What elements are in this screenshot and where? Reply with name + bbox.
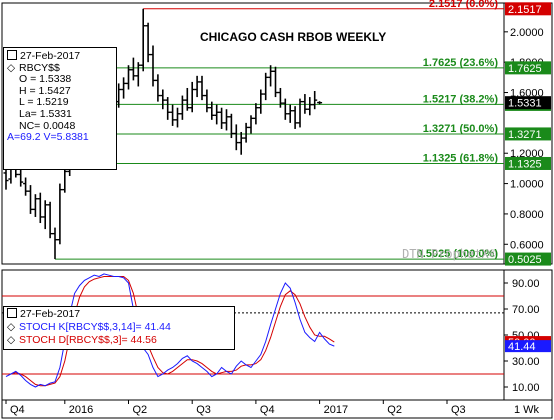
period-label: 1 Wk <box>514 404 540 416</box>
price-panel-frame <box>1 2 553 265</box>
info-netchange: NC= 0.0048 <box>19 119 76 132</box>
stoch-k-tag: 41.44 <box>508 341 536 353</box>
stoch-d-line <box>6 276 335 387</box>
fib-level-label: 2.1517 (0.0%) <box>429 0 498 10</box>
stoch-date: 27-Feb-2017 <box>20 308 81 320</box>
fib-level-tag-bg <box>505 61 551 75</box>
stoch-tick-label: 30.00 <box>512 356 540 368</box>
last-price-tag: 1.5331 <box>508 98 542 110</box>
stoch-k-row: ◇ STOCH K[RBCY$$,3,14]= 41.44 <box>7 321 231 334</box>
fib-level-tag-bg <box>505 2 551 16</box>
last-price-tag-bg <box>505 96 551 110</box>
fib-level-tag-bg <box>505 127 551 141</box>
info-date-row: 27-Feb-2017 <box>7 50 113 63</box>
watermark: DTN ProphetX® <box>402 247 497 261</box>
time-tick-label: Q2 <box>387 404 402 416</box>
price-tick-label: 0.8000 <box>510 209 544 221</box>
stoch-k-line <box>5 273 335 388</box>
info-symbol-row: ◇ RBCY$$ <box>7 61 113 75</box>
stoch-tick-label: 70.00 <box>512 304 540 316</box>
fib-level-tag: 0.5025 <box>508 254 542 266</box>
info-high: H = 1.5427 <box>19 84 71 97</box>
fib-level-tag-bg <box>505 252 551 266</box>
stochastics-info-box: 27-Feb-2017 ◇ STOCH K[RBCY$$,3,14]= 41.44… <box>3 306 235 350</box>
chart-title: CHICAGO CASH RBOB WEEKLY <box>200 30 386 44</box>
fib-level-label: 0.5025 (100.0%) <box>417 248 499 260</box>
price-tick-label: 2.0000 <box>510 27 544 39</box>
info-menu-icon[interactable] <box>7 50 17 60</box>
stoch-tick-label: 90.00 <box>512 278 540 290</box>
info-symbol: RBCY$$ <box>19 61 60 74</box>
stoch-k-tag-bg <box>505 340 551 353</box>
diamond-icon: ◇ <box>7 61 16 74</box>
fib-level-label: 1.1325 (61.8%) <box>423 152 499 164</box>
stoch-d-label: STOCH D[RBCY$$,3]= 44.56 <box>19 334 157 346</box>
fib-level-tag: 2.1517 <box>508 4 542 16</box>
info-last: La= 1.5331 <box>19 107 72 120</box>
stoch-date-row: 27-Feb-2017 <box>7 308 231 321</box>
fib-level-tag: 1.7625 <box>508 63 542 75</box>
info-low: L = 1.5219 <box>19 96 69 109</box>
time-axis-frame <box>1 399 553 419</box>
fib-level-tag: 1.1325 <box>508 158 542 170</box>
time-tick-label: Q4 <box>10 404 25 416</box>
info-date: 27-Feb-2017 <box>20 50 81 62</box>
stoch-d-row: ◇ STOCH D[RBCY$$,3]= 44.56 <box>7 334 231 347</box>
time-tick-label: Q4 <box>260 404 275 416</box>
price-tick-label: 0.6000 <box>510 239 544 251</box>
time-tick-label: Q3 <box>451 404 466 416</box>
info-av: A=69.2 V=5.8381 <box>7 131 89 144</box>
stoch-menu-icon[interactable] <box>7 308 17 318</box>
time-tick-label: 2017 <box>324 404 348 416</box>
price-info-box: 27-Feb-2017 ◇ RBCY$$ O = 1.5338 H = 1.542… <box>3 47 117 170</box>
diamond-icon: ◇ <box>7 321 16 333</box>
fib-level-label: 1.7625 (23.6%) <box>423 57 499 69</box>
stoch-k-label: STOCH K[RBCY$$,3,14]= 41.44 <box>19 321 171 333</box>
stoch-tick-label: 10.00 <box>512 382 540 394</box>
time-tick-label: 2016 <box>69 404 93 416</box>
fib-level-tag: 1.3271 <box>508 129 542 141</box>
time-tick-label: Q2 <box>133 404 148 416</box>
price-tick-label: 1.0000 <box>510 179 544 191</box>
info-open: O = 1.5338 <box>19 73 72 86</box>
fib-level-tag-bg <box>505 156 551 170</box>
time-tick-label: Q3 <box>196 404 211 416</box>
diamond-icon: ◇ <box>7 334 16 346</box>
fib-level-label: 1.3271 (50.0%) <box>423 123 499 135</box>
fib-level-label: 1.5217 (38.2%) <box>423 93 499 105</box>
